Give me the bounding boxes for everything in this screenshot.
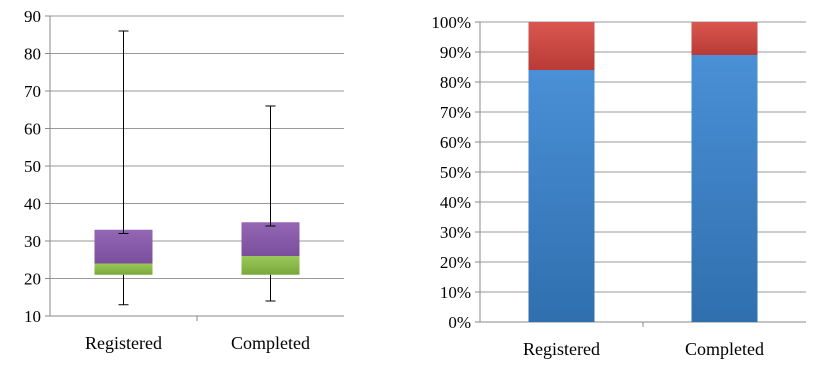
y-tick-label: 40 [24,195,41,214]
y-tick-label: 90% [440,43,471,62]
x-category-label: Registered [523,339,600,359]
x-category-label: Completed [685,339,764,359]
y-tick-label: 10% [440,283,471,302]
y-tick-label: 0% [448,313,471,332]
y-tick-label: 10 [24,307,41,326]
x-category-label: Registered [85,333,162,353]
y-tick-label: 100% [431,13,471,32]
y-tick-label: 70 [24,82,41,101]
y-tick-label: 70% [440,103,471,122]
y-tick-label: 60% [440,133,471,152]
box-upper-completed [241,222,300,256]
y-tick-label: 80 [24,45,41,64]
y-tick-label: 30% [440,223,471,242]
y-tick-label: 80% [440,73,471,92]
box-lower-registered [94,263,153,275]
y-tick-label: 50 [24,157,41,176]
box-plot-chart: 10 20 30 40 50 60 70 80 90 Registered Completed [24,7,344,353]
bar-segment-blue-completed [691,55,758,322]
bar-segment-red-completed [691,22,758,55]
y-tick-label: 90 [24,7,41,26]
box-upper-registered [94,229,153,264]
y-tick-label: 20% [440,253,471,272]
x-category-label: Completed [231,333,310,353]
bar-segment-blue-registered [528,70,595,322]
y-tick-label: 30 [24,232,41,251]
box-lower-completed [241,256,300,275]
y-tick-label: 60 [24,120,41,139]
y-tick-label: 20 [24,270,41,289]
y-tick-label: 40% [440,193,471,212]
y-tick-label: 50% [440,163,471,182]
bar-segment-red-registered [528,22,595,70]
stacked-percent-bar-chart: 0% 10% 20% 30% 40% 50% 60% 70% 80% 90% 100% Registe… [431,13,806,359]
